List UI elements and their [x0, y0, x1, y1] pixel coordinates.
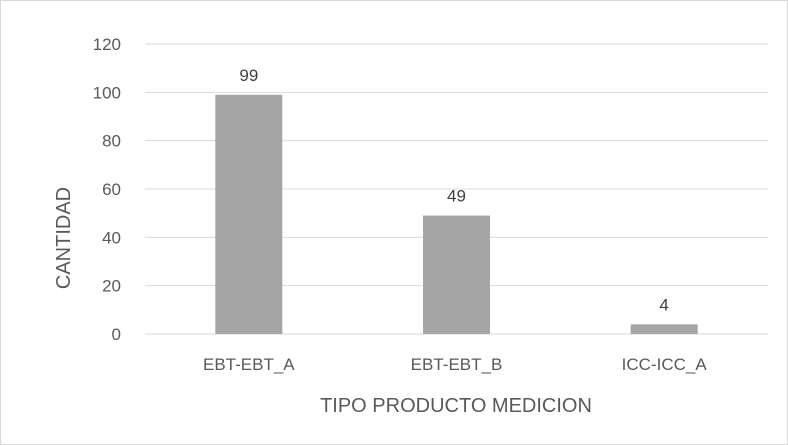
- bar-ebt-ebt-a: [215, 94, 283, 334]
- bars: [215, 94, 698, 334]
- data-label: 49: [447, 187, 466, 206]
- y-axis-ticks: 0 20 40 60 80 100 120: [93, 35, 121, 344]
- y-tick-label: 40: [102, 228, 121, 247]
- y-tick-label: 100: [93, 83, 121, 102]
- bar-icc-icc-a: [630, 324, 698, 334]
- x-tick-label: EBT-EBT_A: [203, 355, 295, 374]
- y-tick-label: 120: [93, 35, 121, 54]
- y-axis-title: CANTIDAD: [53, 187, 75, 289]
- bar-ebt-ebt-b: [423, 215, 490, 334]
- data-labels: 99 49 4: [239, 66, 669, 315]
- x-tick-label: EBT-EBT_B: [411, 355, 503, 374]
- y-tick-label: 80: [102, 132, 121, 151]
- data-label: 99: [239, 66, 258, 85]
- x-axis-ticks: EBT-EBT_A EBT-EBT_B ICC-ICC_A: [203, 355, 707, 374]
- y-tick-label: 20: [102, 277, 121, 296]
- y-tick-label: 0: [112, 325, 121, 344]
- y-tick-label: 60: [102, 180, 121, 199]
- x-axis-title: TIPO PRODUCTO MEDICION: [320, 395, 592, 417]
- x-tick-label: ICC-ICC_A: [622, 355, 708, 374]
- data-label: 4: [659, 295, 668, 314]
